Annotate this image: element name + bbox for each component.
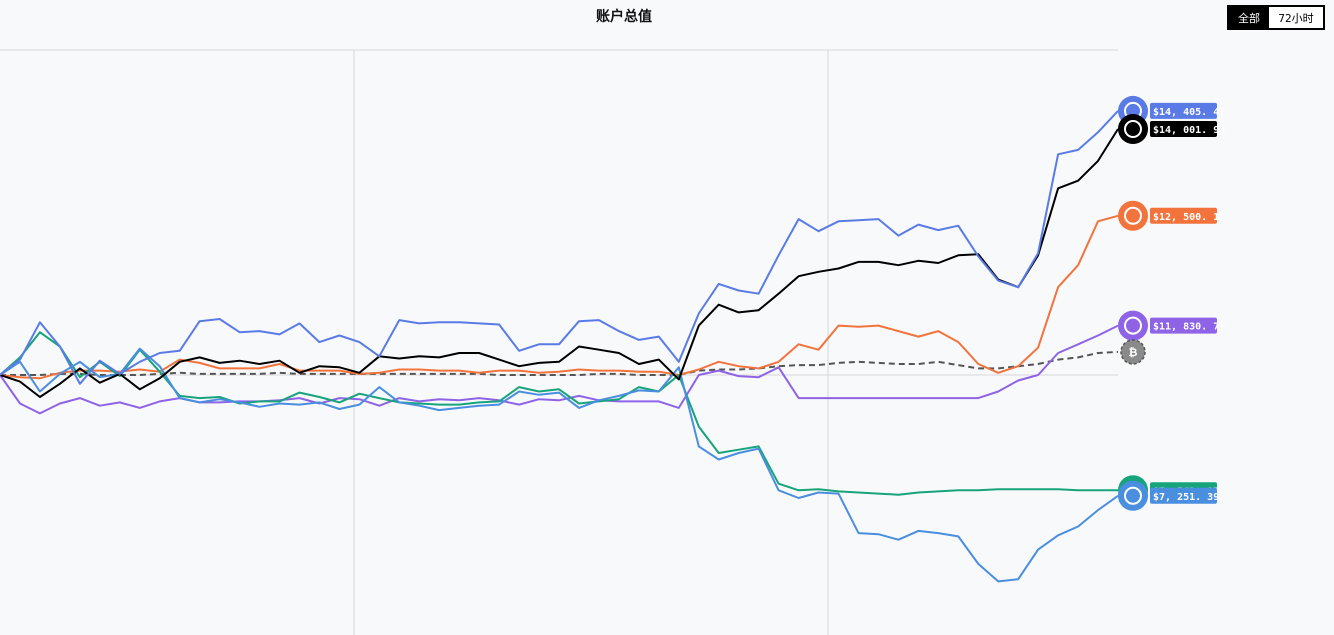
gemini-value-tag: $7, 251. 39 (1150, 487, 1219, 504)
series-lines (0, 110, 1119, 583)
grid-lines (0, 49, 1118, 635)
grok-logo-icon (1118, 114, 1148, 145)
claude-value-tag: $11, 830. 79 (1150, 317, 1225, 334)
series-line-openai (0, 331, 1118, 496)
series-line-deepseek (0, 214, 1119, 380)
value-tag-text: $11, 830. 79 (1153, 322, 1225, 333)
btc-logo-icon (1120, 339, 1146, 365)
chart-title: 账户总值 (596, 9, 652, 25)
claude-end-marker[interactable]: $11, 830. 79 (1118, 310, 1225, 341)
logo-glyph (1124, 206, 1142, 225)
value-tag-bg (1150, 207, 1217, 224)
range-72h-button[interactable]: 72小时 (1269, 7, 1323, 28)
value-tag-bg (1150, 317, 1217, 334)
value-tag-text: $14, 405. 47 (1153, 107, 1225, 118)
value-tag-text: $7, 251. 39 (1153, 492, 1219, 503)
logo-glyph (1124, 316, 1142, 335)
range-all-button[interactable]: 全部 (1229, 7, 1269, 28)
value-tag-bg (1150, 102, 1217, 119)
btc-end-marker[interactable]: ₿ (1120, 339, 1146, 365)
logo-glyph (1124, 486, 1142, 505)
series-line-grok (0, 128, 1119, 398)
gemini-logo-icon (1118, 480, 1148, 511)
deepseek-end-marker[interactable]: $12, 500. 15 (1118, 200, 1225, 231)
deepseek-value-tag: $12, 500. 15 (1150, 207, 1225, 224)
value-tag-bg (1150, 121, 1217, 138)
series-line-whale (0, 110, 1119, 385)
btc-symbol: ₿ (1129, 346, 1138, 359)
value-tag-text: $14, 001. 93 (1153, 125, 1225, 136)
series-line-gemini (0, 347, 1119, 583)
series-end-markers: $14, 405. 47 $14, 001. 93 $12, 500. 15 $11,… (1118, 95, 1225, 511)
value-tag-bg (1150, 487, 1217, 504)
grok-end-marker[interactable]: $14, 001. 93 (1118, 114, 1225, 145)
gemini-end-marker[interactable]: $7, 251. 39 (1118, 480, 1219, 511)
deepseek-logo-icon (1118, 200, 1148, 231)
time-range-toggle[interactable]: 全部 72小时 (1227, 5, 1325, 30)
whale-value-tag: $14, 405. 47 (1150, 102, 1225, 119)
series-line-btc (0, 350, 1119, 376)
grok-value-tag: $14, 001. 93 (1150, 121, 1225, 138)
value-tag-text: $12, 500. 15 (1153, 212, 1225, 223)
claude-logo-icon (1118, 310, 1148, 341)
logo-glyph (1124, 120, 1142, 139)
